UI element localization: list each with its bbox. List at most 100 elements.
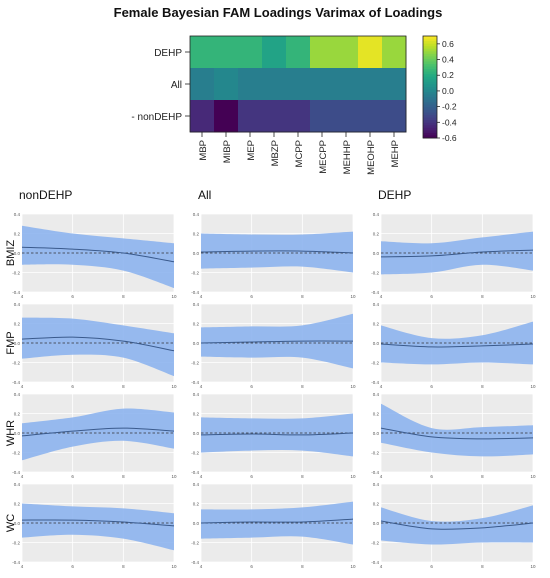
y-tick-label: 0.2 <box>373 321 380 326</box>
credible-band <box>381 231 533 275</box>
y-tick-label: 0.4 <box>14 482 21 487</box>
y-tick-label: -0.4 <box>12 560 20 565</box>
colorbar-segment <box>423 43 437 47</box>
x-tick-label: 4 <box>200 564 203 569</box>
heatmap-cell <box>262 68 287 101</box>
credible-band <box>381 403 533 457</box>
y-tick-label: 0.4 <box>373 482 380 487</box>
x-tick-label: 8 <box>301 564 304 569</box>
y-tick-label: -0.2 <box>371 360 379 365</box>
colorbar-segment <box>423 89 437 93</box>
colorbar-segment <box>423 132 437 136</box>
colorbar-segment <box>423 92 437 96</box>
colorbar-border <box>422 35 438 139</box>
x-tick-label: 8 <box>301 384 304 389</box>
y-tick-label: 0.0 <box>14 521 21 526</box>
heatmap-row-label: All <box>171 80 182 91</box>
x-tick-label: 8 <box>481 474 484 479</box>
x-tick-label: 8 <box>122 384 125 389</box>
heatmap-cell <box>238 36 263 69</box>
heatmap-cell <box>334 36 359 69</box>
colorbar-tick-label: 0.0 <box>442 86 454 96</box>
y-tick-label: -0.2 <box>371 540 379 545</box>
colorbar-segment <box>423 53 437 57</box>
x-tick-label: 4 <box>380 294 383 299</box>
x-tick-label: 10 <box>171 564 177 569</box>
heatmap-cell <box>214 68 239 101</box>
colorbar-segment <box>423 61 437 65</box>
y-tick-label: 0.4 <box>373 212 380 217</box>
y-tick-label: -0.4 <box>371 380 379 385</box>
credible-band <box>381 321 533 365</box>
x-tick-label: 10 <box>350 564 356 569</box>
colorbar-segment <box>423 115 437 119</box>
colorbar-segment <box>423 56 437 60</box>
credible-band <box>201 231 353 273</box>
credible-band <box>381 505 533 545</box>
heatmap-row-label: DEHP <box>154 48 182 59</box>
colorbar-tick-label: 0.2 <box>442 70 454 80</box>
credible-band <box>22 408 174 461</box>
heatmap-cell <box>334 68 359 101</box>
y-tick-label: -0.4 <box>191 560 199 565</box>
colorbar-segment <box>423 41 437 45</box>
x-tick-label: 6 <box>250 564 253 569</box>
mean-line <box>200 250 354 254</box>
x-tick-label: 6 <box>250 384 253 389</box>
y-tick-label: 0.0 <box>373 251 380 256</box>
x-tick-label: 10 <box>171 294 177 299</box>
y-tick-label: -0.4 <box>371 560 379 565</box>
credible-band <box>201 501 353 545</box>
x-tick-label: 6 <box>71 294 74 299</box>
y-tick-label: 0.4 <box>373 302 380 307</box>
x-tick-label: 10 <box>171 384 177 389</box>
y-tick-label: 0.0 <box>14 431 21 436</box>
y-tick-label: -0.2 <box>191 360 199 365</box>
colorbar-segment <box>423 117 437 121</box>
row-label: FMP <box>5 331 17 354</box>
credible-band <box>22 503 174 551</box>
colorbar-segment <box>423 46 437 50</box>
mean-line <box>21 246 175 263</box>
y-tick-label: -0.4 <box>191 380 199 385</box>
heatmap-col-label: MIBP <box>222 140 233 163</box>
x-tick-label: 4 <box>380 474 383 479</box>
x-tick-label: 4 <box>21 564 24 569</box>
heatmap: DEHP All - nonDEHP MBP MIBP MEP MBZP MCPP MECPP M… <box>131 35 407 175</box>
y-tick-label: -0.4 <box>371 290 379 295</box>
heatmap-cell <box>262 36 287 69</box>
x-tick-label: 10 <box>350 474 356 479</box>
y-tick-label: 0.0 <box>373 341 380 346</box>
heatmap-cell <box>358 68 383 101</box>
y-tick-label: 0.4 <box>193 302 200 307</box>
y-tick-label: -0.2 <box>371 450 379 455</box>
colorbar-segment <box>423 107 437 111</box>
colorbar-tick-label: -0.4 <box>442 117 457 127</box>
colorbar-segment <box>423 38 437 42</box>
x-tick-label: 6 <box>250 474 253 479</box>
x-tick-label: 10 <box>530 384 536 389</box>
colorbar-segment <box>423 69 437 73</box>
y-tick-label: -0.2 <box>12 450 20 455</box>
x-tick-label: 8 <box>301 294 304 299</box>
x-tick-label: 6 <box>250 294 253 299</box>
y-tick-label: 0.2 <box>193 411 200 416</box>
y-tick-label: -0.2 <box>371 270 379 275</box>
y-tick-label: 0.0 <box>14 341 21 346</box>
heatmap-cell <box>262 100 287 133</box>
y-tick-label: -0.4 <box>371 470 379 475</box>
y-tick-label: 0.2 <box>14 231 21 236</box>
x-tick-label: 8 <box>301 474 304 479</box>
y-tick-label: -0.4 <box>12 470 20 475</box>
mean-line <box>21 519 175 527</box>
x-tick-label: 6 <box>71 384 74 389</box>
colorbar-segment <box>423 99 437 103</box>
line-panel: 0.4 0.2 0.0 -0.2 -0.44 6 8 10 <box>191 212 356 299</box>
y-tick-label: 0.0 <box>193 251 200 256</box>
x-tick-label: 8 <box>122 294 125 299</box>
x-tick-label: 4 <box>21 474 24 479</box>
line-panel: 0.4 0.2 0.0 -0.2 -0.44 6 8 10 <box>12 392 177 479</box>
x-tick-label: 10 <box>350 294 356 299</box>
x-tick-label: 10 <box>530 474 536 479</box>
y-tick-label: 0.4 <box>14 392 21 397</box>
